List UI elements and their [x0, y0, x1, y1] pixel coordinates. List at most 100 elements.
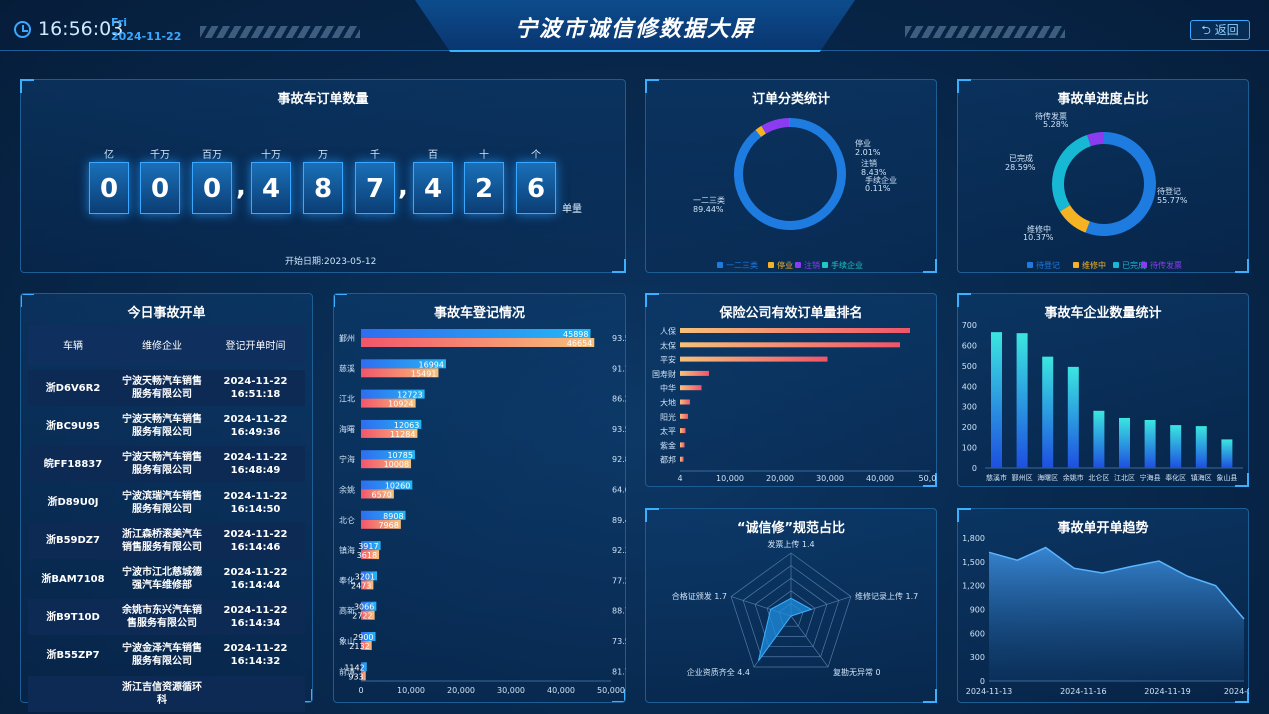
cell-plate: 浙B59DZ7 — [45, 535, 101, 547]
bar-series-2 — [361, 641, 372, 650]
header-bar: 16:56:03 Fri 2024-11-22 宁波市诚信修数据大屏 ⮌ 返回 — [0, 0, 1269, 58]
cell-company: 浙江吉信资源循环科 — [122, 681, 202, 706]
table-row[interactable]: 浙BAM7108 宁波市江北慈城德强汽车维修部 2024-11-22 16:14… — [28, 561, 305, 597]
table-row[interactable]: 浙BC9U95 宁波天畅汽车销售服务有限公司 2024-11-22 16:49:… — [28, 408, 305, 444]
col-plate: 车辆 — [63, 340, 83, 352]
category-label: 阳光 — [660, 412, 676, 422]
rate-label: 93.5 — [612, 425, 626, 434]
cell-plate: 浙B9T10D — [46, 611, 100, 623]
rate-label: 81.7 — [612, 667, 626, 676]
table-row[interactable]: 浙D6V6R2 宁波天畅汽车销售服务有限公司 2024-11-22 16:51:… — [28, 370, 305, 406]
table-row[interactable]: 浙B59DZ7 浙江森桥滚美汽车销售服务有限公司 2024-11-22 16:1… — [28, 522, 305, 559]
decor-stripes-left — [200, 26, 360, 38]
digit-unit: 千 — [370, 150, 380, 161]
label-progress-3: 待传发票 — [1035, 111, 1067, 121]
table-header: 车辆 维修企业 登记开单时间 — [28, 326, 305, 366]
back-button[interactable]: ⮌ 返回 — [1190, 20, 1250, 40]
bar-value-1: 45898 — [563, 330, 588, 339]
cell-time: 2024-11-22 16:14:44 — [223, 567, 288, 591]
cell-company: 宁波滨瑞汽车销售服务有限公司 — [122, 490, 202, 515]
bar-value-2: 46654 — [567, 339, 592, 348]
x-tick: 宁海县 — [1140, 473, 1161, 482]
label-progress-2: 已完成 — [1009, 153, 1033, 163]
category-label: 鄞州 — [339, 333, 355, 343]
bar-value-1: 3201 — [355, 572, 375, 581]
x-tick: 30,000 — [497, 686, 525, 695]
table-row[interactable]: 浙B9T10D 余姚市东兴汽车销售服务有限公司 2024-11-22 16:14… — [28, 599, 305, 636]
bar-series-2 — [361, 671, 366, 681]
unit-label: 单量 — [562, 204, 582, 215]
rate-label: 86.2 — [612, 395, 626, 404]
pct-progress-3: 5.28% — [1043, 120, 1069, 129]
y-tick: 900 — [970, 606, 985, 615]
bar-value-2: 11284 — [390, 430, 415, 439]
register-chart: 鄞州458984665493.5慈溪169941549191.1江北127231… — [339, 329, 626, 695]
bar-value-2: 2722 — [352, 612, 372, 621]
weekday: Fri — [111, 16, 128, 29]
bar-value-2: 933 — [348, 672, 363, 681]
category-label: 象山 — [339, 636, 355, 646]
legend-swatch — [1027, 262, 1033, 268]
bar-series-1 — [361, 510, 406, 520]
bar — [680, 370, 709, 376]
bar-series-2 — [361, 428, 418, 438]
x-tick: 20,000 — [447, 686, 475, 695]
digit-box: 4 — [251, 162, 291, 214]
pct-class-1: 2.01% — [855, 148, 881, 157]
legend-swatch — [717, 262, 723, 268]
progress-panel: 事故单进度占比 — [957, 79, 1249, 273]
category-label: 平安 — [660, 355, 676, 365]
bar-value-1: 12723 — [397, 391, 422, 400]
x-tick: 鄞州区 — [1012, 473, 1033, 482]
x-tick: 30,000 — [816, 474, 844, 483]
bar — [1195, 426, 1207, 468]
y-tick: 1,800 — [962, 534, 985, 543]
legend-swatch — [822, 262, 828, 268]
category-label: 海曙 — [339, 424, 355, 434]
table-row[interactable]: 浙B55ZP7 宁波金泽汽车销售服务有限公司 2024-11-22 16:14:… — [28, 637, 305, 673]
bar-value-2: 10008 — [384, 460, 409, 469]
x-tick: 50,000 — [597, 686, 625, 695]
digit-separator: , — [398, 172, 408, 202]
radar-label: 维修记录上传 1.7 — [855, 591, 918, 601]
cell-company: 宁波天畅汽车销售服务有限公司 — [122, 414, 202, 439]
category-label: 紫金 — [660, 440, 676, 450]
panel-title: 订单分类统计 — [751, 92, 830, 107]
panel-title: 事故车企业数量统计 — [1044, 306, 1162, 321]
table-row[interactable]: 浙D89U0J 宁波滨瑞汽车销售服务有限公司 2024-11-22 16:14:… — [28, 485, 305, 521]
label-progress-1: 维修中 — [1027, 224, 1051, 234]
legend-swatch — [768, 262, 774, 268]
radar-axis — [790, 615, 829, 668]
pct-progress-0: 55.77% — [1157, 196, 1188, 205]
category-label: 北仑 — [339, 515, 355, 525]
bar — [680, 442, 685, 448]
radar-label: 合格证颁发 1.7 — [672, 591, 727, 601]
bar — [680, 413, 688, 419]
bar-series-1 — [361, 329, 591, 338]
bar-value-1: 16994 — [419, 360, 444, 369]
table-row[interactable]: 皖FF18837 宁波天畅汽车销售服务有限公司 2024-11-22 16:48… — [28, 446, 305, 483]
panel-title: 事故车登记情况 — [433, 306, 525, 321]
cell-company: 余姚市东兴汽车销售服务有限公司 — [122, 605, 202, 630]
bar-value-2: 2473 — [351, 581, 371, 590]
order-class-panel: 订单分类统计 — [645, 79, 937, 273]
bar-series-2 — [361, 338, 595, 347]
panel-title: “诚信修”规范占比 — [736, 521, 846, 536]
y-tick: 600 — [962, 341, 977, 350]
category-label: 国寿财 — [652, 369, 676, 379]
bar-value-2: 7968 — [378, 521, 398, 530]
cell-company: 宁波天畅汽车销售服务有限公司 — [122, 452, 202, 477]
bar-value-2: 3618 — [357, 551, 377, 560]
donut-slice — [755, 125, 766, 137]
category-label: 江北 — [339, 395, 355, 404]
cell-time: 2024-11-22 16:14:46 — [223, 528, 288, 553]
legend-label: 注销 — [804, 260, 820, 270]
bar-series-1 — [361, 419, 422, 429]
category-label: 太平 — [660, 426, 676, 436]
legend-label: 停业 — [777, 260, 793, 270]
digit-unit: 百万 — [202, 150, 222, 161]
clock-time: 16:56:03 — [38, 18, 124, 40]
bar-series-1 — [361, 571, 378, 581]
table-row[interactable]: 浙江吉信资源循环科 — [28, 675, 305, 712]
x-tick: 2024-11-16 — [1060, 687, 1107, 696]
